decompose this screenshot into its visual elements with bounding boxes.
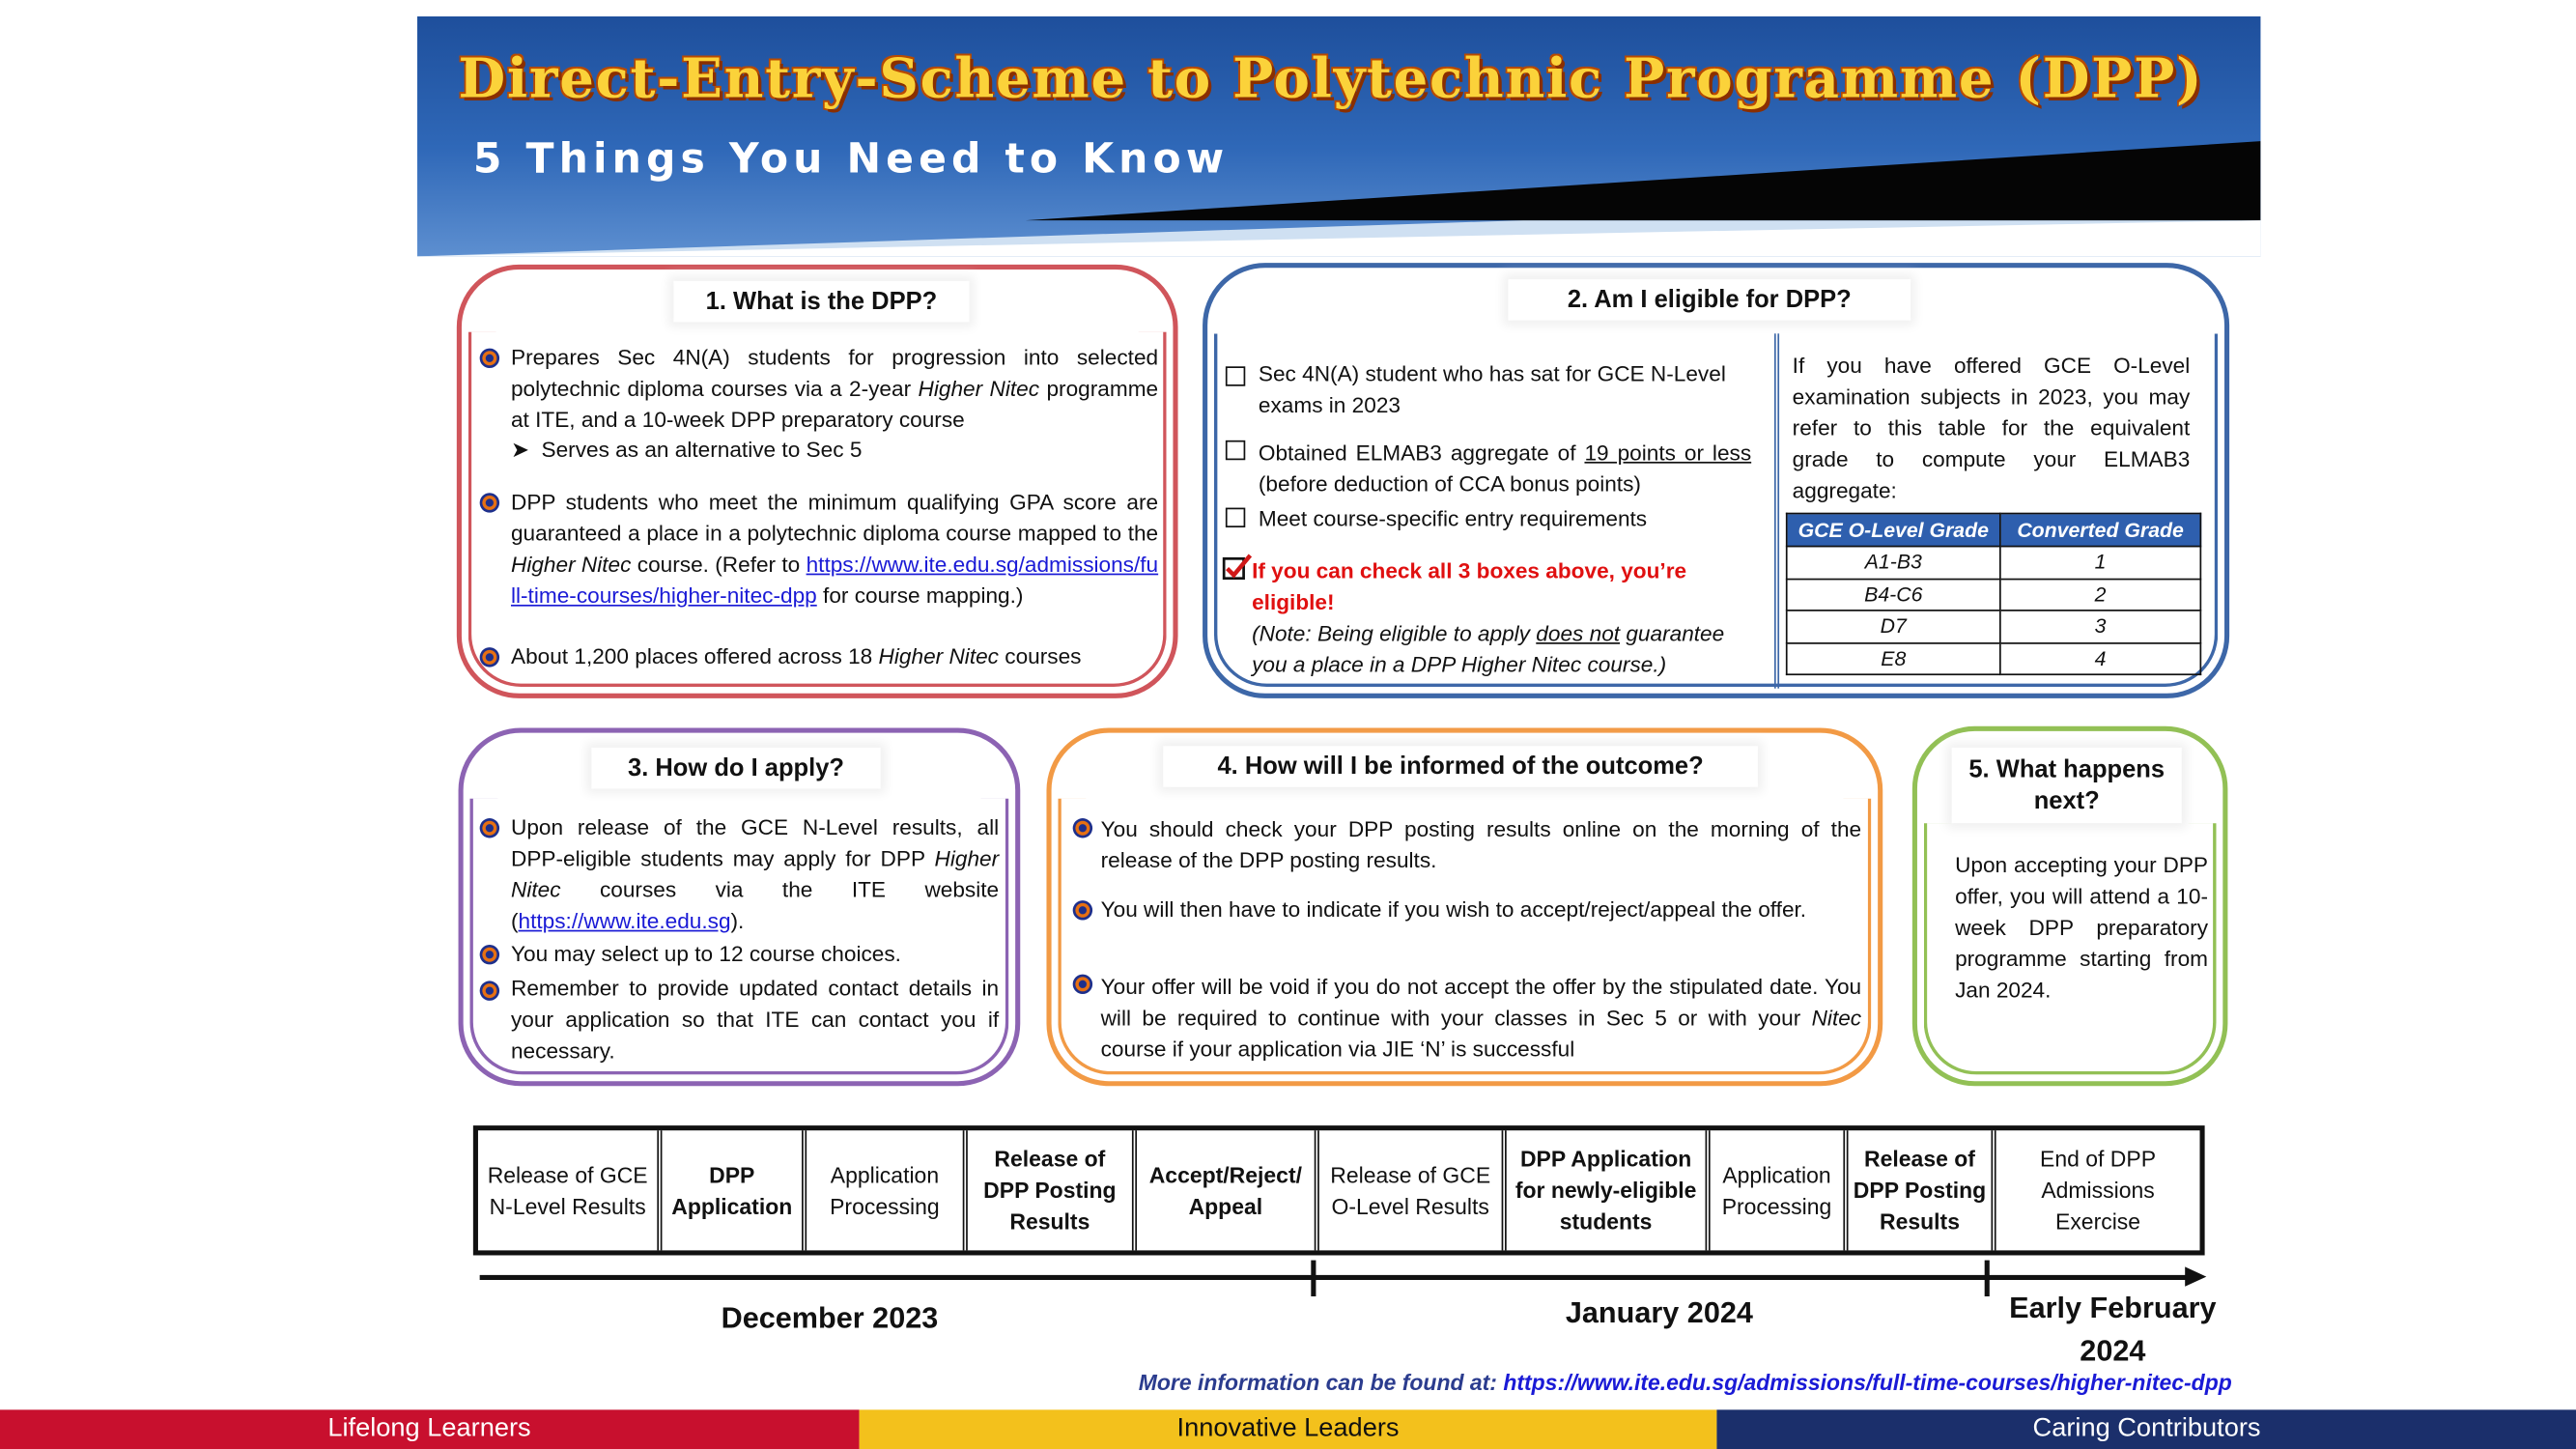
bullet-icon [479,647,500,668]
month-december: December 2023 [721,1301,939,1335]
bullet-icon [1072,818,1093,838]
checkbox-icon [1225,440,1246,461]
table-row: E8 4 [1785,641,2202,676]
table-row: B4-C6 2 [1785,577,2202,611]
s4-point-3: Your offer will be void if you do not ac… [1100,974,1862,1062]
eligible-message: If you can check all 3 boxes above, you’… [1252,558,1687,615]
criteria-1: Sec 4N(A) student who has sat for GCE N-… [1258,361,1726,418]
s5-body: Upon accepting your DPP offer, you will … [1955,852,2209,1003]
section-4-heading: 4. How will I be informed of the outcome… [1163,746,1758,787]
bullet-icon [479,980,500,1001]
s3-point-2: You may select up to 12 course choices. [510,941,901,967]
s1-point-2: DPP students who meet the minimum qualif… [510,489,1159,609]
s1-point-3: About 1,200 places offered across 18 Hig… [510,643,1082,669]
page-title: Direct-Entry-Scheme to Polytechnic Progr… [458,45,2204,110]
table-row: A1-B3 1 [1785,545,2202,580]
timeline-step: Application Processing [807,1130,968,1251]
timeline-step: Accept/Reject/ Appeal [1137,1130,1319,1251]
bullet-icon [479,945,500,965]
eligibility-note: (Note: Being eligible to apply does not … [1252,620,1725,677]
checkbox-icon [1225,507,1246,527]
timeline-step: End of DPP Admissions Exercise [2040,1147,2157,1235]
section-5-heading: 5. What happens next? [1951,747,2182,824]
footer-caring-contributors: Caring Contributors [1717,1409,2576,1449]
timeline-step: Release of GCE N-Level Results [478,1130,663,1251]
timeline-table: Release of GCE N-Level Results DPP Appli… [472,1125,2205,1256]
section-what-next [1911,725,2228,1087]
grade-conversion-table: GCE O-Level Grade Converted Grade A1-B3 1 … [1785,512,2202,676]
s1-subpoint: ➤ Serves as an alternative to Sec 5 [510,437,863,462]
timeline-step: Release of GCE O-Level Results [1319,1130,1507,1251]
table-row: D7 3 [1785,610,2202,643]
checkbox-icon [1225,366,1246,386]
footer-bar: Lifelong Learners Innovative Leaders Car… [0,1406,2576,1449]
more-info: More information can be found at: https:… [1138,1370,2232,1396]
eligibility-divider [1773,333,1780,689]
s4-point-2: You will then have to indicate if you wi… [1100,896,1807,923]
section-eligibility [1203,263,2230,698]
timeline-tick [1311,1260,1316,1297]
section-outcome [1046,727,1883,1087]
s1-point-1: Prepares Sec 4N(A) students for progress… [510,345,1159,433]
section-2-heading: 2. Am I eligible for DPP? [1508,279,1911,321]
col-header-converted: Converted Grade [1998,512,2202,548]
col-header-olevel: GCE O-Level Grade [1785,512,2001,548]
footer-innovative-leaders: Innovative Leaders [859,1409,1718,1449]
bullet-icon [1072,900,1093,921]
arrow-right-icon [2185,1266,2207,1287]
timeline-step: DPP Application [662,1130,807,1251]
criteria-2: Obtained ELMAB3 aggregate of 19 points o… [1258,440,1752,497]
s3-point-1: Upon release of the GCE N-Level results,… [510,814,1000,934]
timeline-axis [479,1274,2189,1281]
section-1-heading: 1. What is the DPP? [673,280,970,323]
course-mapping-link[interactable]: https://www.ite.edu.sg/admissions/full-t… [510,552,1159,609]
section-3-heading: 3. How do I apply? [591,747,881,789]
timeline-tick [1984,1260,1990,1297]
timeline-step: DPP Application for newly-eligible stude… [1507,1130,1711,1251]
title-banner: Direct-Entry-Scheme to Polytechnic Progr… [417,16,2261,257]
s3-point-3: Remember to provide updated contact deta… [510,976,1000,1064]
month-february: Early February 2024 [2009,1291,2217,1368]
bullet-icon [479,818,500,838]
timeline-step: Release of DPP Posting Results [1849,1130,1996,1251]
bullet-icon [1072,974,1093,995]
ite-website-link[interactable]: https://www.ite.edu.sg [518,908,731,934]
checked-checkbox-icon [1222,554,1253,581]
more-info-link[interactable]: https://www.ite.edu.sg/admissions/full-t… [1503,1370,2232,1396]
bullet-icon [479,493,500,513]
timeline-step: Release of DPP Posting Results [968,1130,1138,1251]
bullet-icon [479,348,500,369]
criteria-3: Meet course-specific entry requirements [1258,505,1648,531]
timeline-step: Application Processing [1711,1130,1849,1251]
section-how-to-apply [458,727,1021,1087]
footer-lifelong-learners: Lifelong Learners [0,1409,860,1449]
s4-point-1: You should check your DPP posting result… [1100,816,1862,873]
month-january: January 2024 [1565,1296,1753,1330]
section-what-is-dpp [456,264,1178,698]
page-subtitle: 5 Things You Need to Know [472,134,1230,183]
grade-table-intro: If you have offered GCE O-Level examinat… [1792,353,2191,503]
